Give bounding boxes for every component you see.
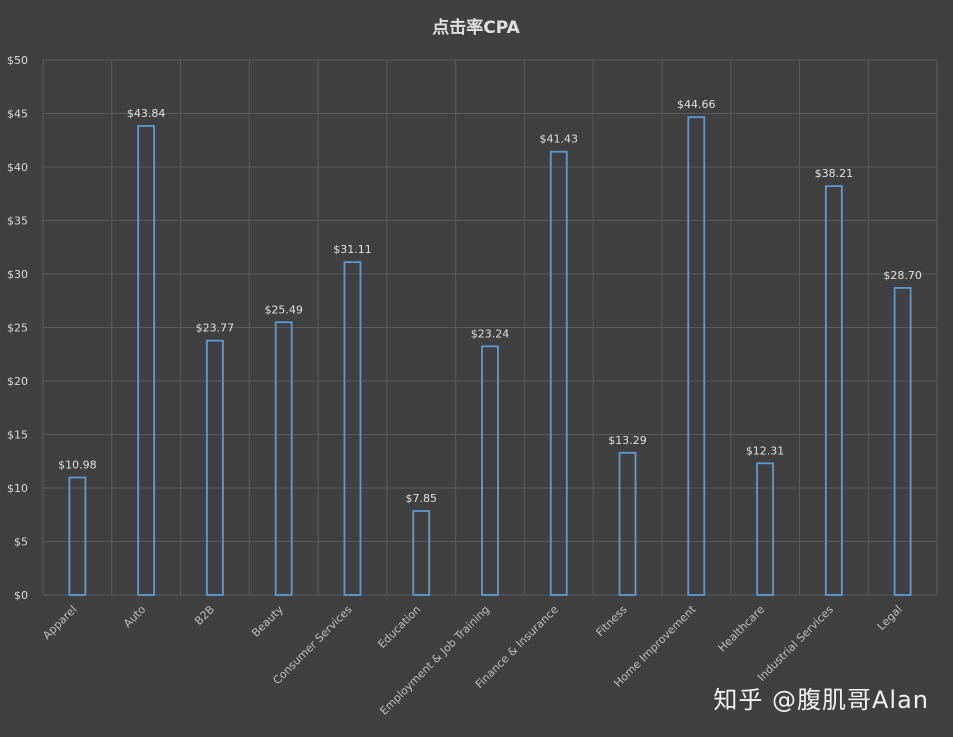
bar <box>481 345 499 596</box>
bar <box>137 125 156 596</box>
data-label: $7.85 <box>405 492 437 505</box>
bars <box>68 116 912 596</box>
data-label: $23.24 <box>471 327 510 340</box>
watermark-text: 知乎 @腹肌哥Alan <box>713 686 929 714</box>
data-label: $25.49 <box>264 303 303 316</box>
x-category-label: Consumer Services <box>270 603 354 687</box>
x-category-label: Education <box>375 603 423 651</box>
data-label: $43.84 <box>127 107 166 120</box>
bar <box>549 150 568 596</box>
bar <box>274 321 293 596</box>
y-tick-label: $50 <box>7 54 28 67</box>
bar <box>824 185 843 596</box>
data-label: $41.43 <box>540 133 579 146</box>
chart-title: 点击率CPA <box>432 17 520 38</box>
data-label: $38.21 <box>815 167 854 180</box>
data-label: $23.77 <box>196 322 235 335</box>
x-category-label: Apparel <box>40 603 79 642</box>
data-label: $13.29 <box>608 434 647 447</box>
x-category-label: B2B <box>192 603 217 628</box>
y-tick-label: $0 <box>14 589 28 602</box>
bar <box>756 462 774 596</box>
data-label: $44.66 <box>677 98 716 111</box>
y-axis-ticks: $0 $5 $10 $15 $20 $25 $30 $35 $40 $45 $50 <box>7 54 28 602</box>
bar <box>68 476 87 596</box>
bar <box>412 510 431 596</box>
y-tick-label: $20 <box>7 375 28 388</box>
y-tick-label: $35 <box>7 215 28 228</box>
bar <box>687 116 706 596</box>
bar <box>206 339 224 596</box>
bar <box>893 287 912 596</box>
bar <box>343 261 362 596</box>
y-tick-label: $5 <box>14 536 28 549</box>
x-category-label: Healthcare <box>716 603 768 655</box>
data-label: $10.98 <box>58 459 97 472</box>
gridlines <box>42 59 938 596</box>
data-labels: $10.98 $43.84 $23.77 $25.49 $31.11 $7.85 $23.2… <box>58 98 922 505</box>
y-tick-label: $30 <box>7 268 28 281</box>
y-tick-label: $15 <box>7 429 28 442</box>
x-category-label: Employment & Job Training <box>377 603 492 718</box>
y-tick-label: $10 <box>7 482 28 495</box>
data-label: $12.31 <box>746 444 785 457</box>
y-tick-label: $25 <box>7 322 28 335</box>
x-category-label: Fitness <box>594 603 630 639</box>
y-tick-label: $40 <box>7 161 28 174</box>
x-category-label: Auto <box>121 603 148 630</box>
x-category-label: Legal <box>875 603 905 633</box>
data-label: $28.70 <box>883 269 922 282</box>
data-label: $31.11 <box>333 243 372 256</box>
x-category-label: Industrial Services <box>755 603 836 684</box>
x-category-label: Beauty <box>249 603 286 640</box>
y-tick-label: $45 <box>7 108 28 121</box>
bar <box>618 451 637 596</box>
